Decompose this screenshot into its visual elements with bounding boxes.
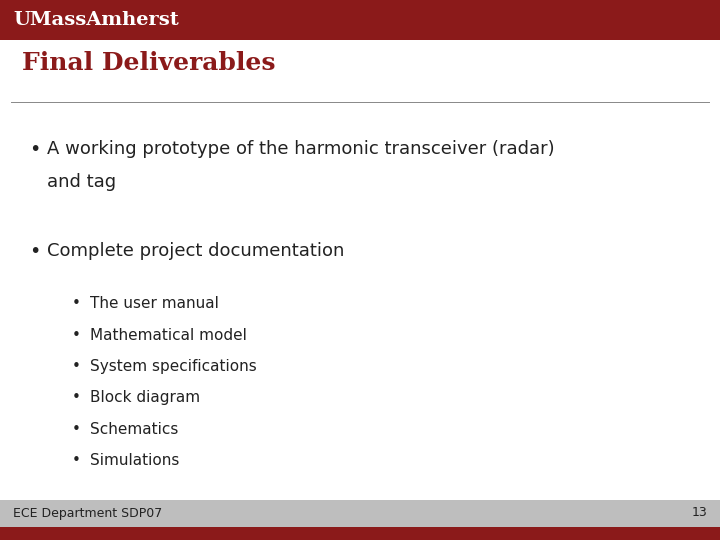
- Text: 13: 13: [691, 507, 707, 519]
- Text: The user manual: The user manual: [90, 296, 219, 312]
- Bar: [0, 0, 720, 40]
- Bar: [0, 526, 720, 540]
- Text: Mathematical model: Mathematical model: [90, 328, 247, 343]
- Text: •: •: [72, 390, 81, 406]
- Text: ECE Department SDP07: ECE Department SDP07: [13, 507, 162, 519]
- Text: •: •: [72, 453, 81, 468]
- Text: •: •: [29, 242, 40, 261]
- Text: Block diagram: Block diagram: [90, 390, 200, 406]
- Text: Complete project documentation: Complete project documentation: [47, 242, 344, 260]
- Text: •: •: [72, 328, 81, 343]
- Text: Schematics: Schematics: [90, 422, 179, 437]
- Text: A working prototype of the harmonic transceiver (radar): A working prototype of the harmonic tran…: [47, 140, 554, 158]
- Text: •: •: [72, 422, 81, 437]
- Text: System specifications: System specifications: [90, 359, 257, 374]
- Bar: [0, 500, 720, 540]
- Text: •: •: [72, 296, 81, 312]
- Text: •: •: [72, 359, 81, 374]
- Text: and tag: and tag: [47, 173, 116, 191]
- Text: •: •: [29, 140, 40, 159]
- Text: Final Deliverables: Final Deliverables: [22, 51, 275, 75]
- Text: Simulations: Simulations: [90, 453, 179, 468]
- Text: UMassAmherst: UMassAmherst: [13, 11, 179, 29]
